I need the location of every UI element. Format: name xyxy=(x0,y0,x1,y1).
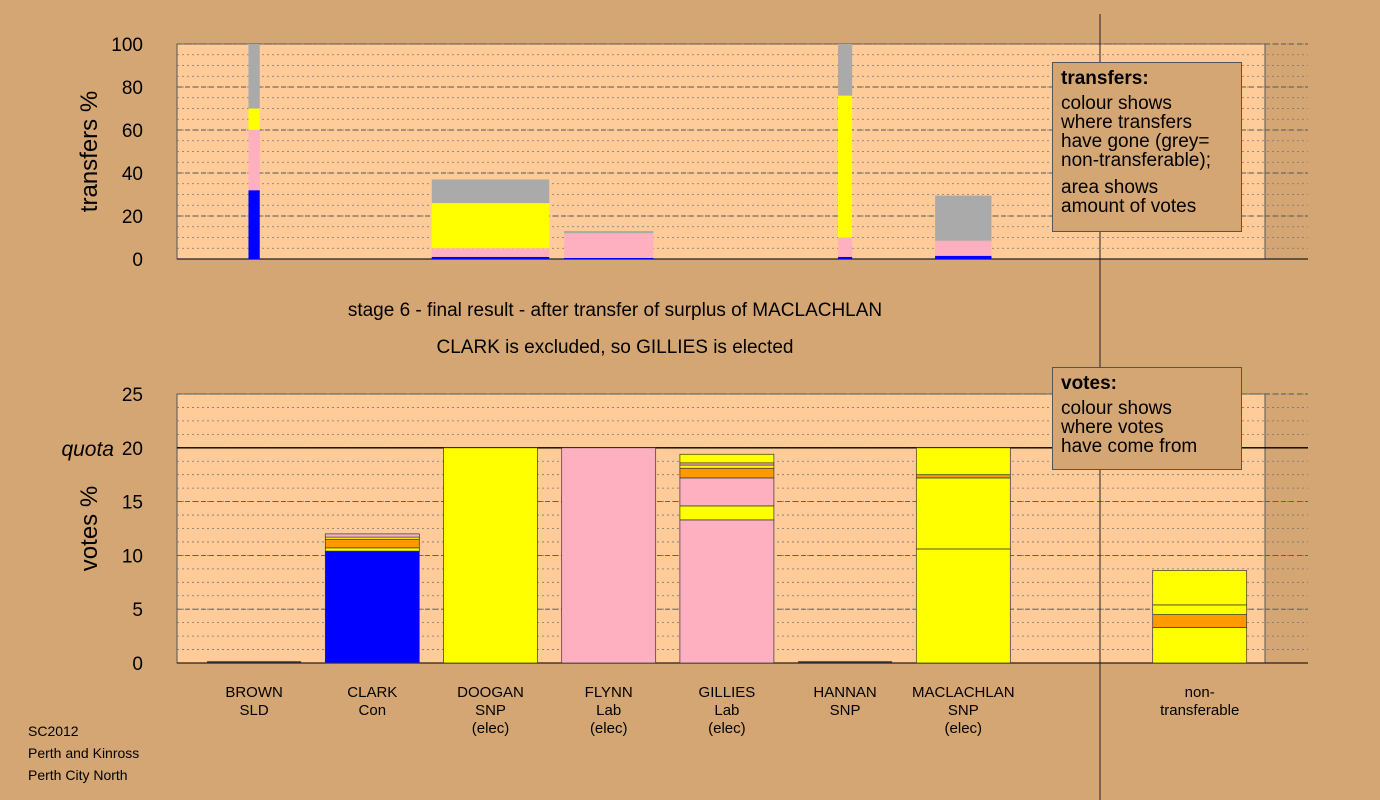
candidate-label: SNP xyxy=(948,702,979,719)
candidate-label: non- xyxy=(1185,684,1215,701)
votes-legend-title: votes: xyxy=(1061,373,1117,394)
candidate-label: HANNAN xyxy=(813,684,876,701)
votes-tick-label: 10 xyxy=(122,546,143,567)
vote-segment xyxy=(1152,627,1248,664)
footer-line: Perth and Kinross xyxy=(28,745,140,761)
votes-legend-line: colour shows xyxy=(1061,398,1172,419)
transfers-legend-line: non-transferable); xyxy=(1061,150,1211,171)
candidate-label: SNP xyxy=(475,702,506,719)
transfer-segment xyxy=(431,203,550,249)
transfers-tick-label: 100 xyxy=(111,35,143,56)
vote-segment xyxy=(1152,570,1248,606)
transfer-segment xyxy=(935,255,992,259)
candidate-label: CLARK xyxy=(347,684,397,701)
votes-tick-label: 0 xyxy=(132,654,143,675)
transfer-segment xyxy=(935,195,992,241)
candidate-label: (elec) xyxy=(945,720,983,737)
vote-segment xyxy=(679,467,775,479)
vote-segment xyxy=(324,550,420,664)
transfer-segment xyxy=(248,44,260,109)
candidate-label: Lab xyxy=(596,702,621,719)
transfer-segment xyxy=(431,179,550,204)
votes-tick-label: 5 xyxy=(132,600,143,621)
stage-caption: stage 6 - final result - after transfer … xyxy=(347,300,883,321)
transfer-segment xyxy=(838,256,853,259)
footer-line: SC2012 xyxy=(28,723,79,739)
stage-result: CLARK is excluded, so GILLIES is elected xyxy=(436,337,794,358)
candidate-label: Lab xyxy=(714,702,739,719)
candidate-label: SLD xyxy=(240,702,269,719)
candidate-label: BROWN xyxy=(225,684,283,701)
candidate-label: GILLIES xyxy=(699,684,756,701)
transfers-tick-label: 60 xyxy=(122,121,143,142)
transfers-axis-label: transfers % xyxy=(76,91,103,212)
transfer-segment xyxy=(248,108,260,130)
candidate-label: (elec) xyxy=(590,720,628,737)
candidate-label: FLYNN xyxy=(585,684,633,701)
transfers-legend-title: transfers: xyxy=(1061,68,1149,89)
vote-segment xyxy=(1152,604,1248,615)
transfer-segment xyxy=(935,240,992,256)
votes-tick-label: 15 xyxy=(122,493,143,514)
vote-segment xyxy=(679,519,775,664)
footer-line: Perth City North xyxy=(28,767,128,783)
vote-segment xyxy=(324,538,420,549)
vote-segment xyxy=(443,447,538,664)
candidate-label: (elec) xyxy=(472,720,510,737)
footer-info: SC2012 Perth and Kinross Perth City Nort… xyxy=(28,720,139,786)
candidate-label: transferable xyxy=(1160,702,1239,719)
votes-axis-label: votes % xyxy=(76,486,103,571)
candidate-label: Con xyxy=(359,702,387,719)
transfers-tick-label: 40 xyxy=(122,164,143,185)
votes-legend-line: have come from xyxy=(1061,436,1198,457)
candidate-label: MACLACHLAN xyxy=(912,684,1015,701)
candidate-label: SNP xyxy=(830,702,861,719)
transfer-segment xyxy=(431,248,550,257)
vote-segment xyxy=(561,447,657,664)
vote-segment xyxy=(679,453,775,464)
transfers-tick-label: 0 xyxy=(132,250,143,271)
transfers-legend-line: colour shows xyxy=(1061,93,1172,114)
vote-segment xyxy=(915,548,1011,664)
transfer-segment xyxy=(248,190,260,259)
vote-segment xyxy=(679,464,775,469)
transfer-segment xyxy=(564,231,654,234)
quota-label: quota xyxy=(61,438,114,461)
vote-segment xyxy=(1152,614,1248,628)
votes-legend-line: where votes xyxy=(1061,417,1164,438)
transfer-segment xyxy=(248,130,260,191)
candidate-label: (elec) xyxy=(708,720,746,737)
vote-segment xyxy=(324,533,420,538)
transfer-segment xyxy=(838,95,853,238)
vote-segment xyxy=(915,447,1011,476)
vote-segment xyxy=(679,505,775,521)
transfer-segment xyxy=(431,256,550,259)
vote-segment xyxy=(679,477,775,507)
transfer-segment xyxy=(838,237,853,257)
transfers-legend-line: amount of votes xyxy=(1061,196,1197,217)
transfers-tick-label: 20 xyxy=(122,207,143,228)
transfers-legend-line: where transfers xyxy=(1061,112,1192,133)
votes-tick-label: 20 xyxy=(122,439,143,460)
votes-legend: votes: colour shows where votes have com… xyxy=(1052,367,1242,470)
transfers-tick-label: 80 xyxy=(122,78,143,99)
transfers-legend: transfers: colour shows where transfers … xyxy=(1052,62,1242,232)
vote-segment xyxy=(915,474,1011,479)
transfer-segment xyxy=(564,257,654,259)
vote-segment xyxy=(915,477,1011,550)
transfer-segment xyxy=(838,44,853,96)
transfer-segment xyxy=(564,233,654,258)
candidate-label: DOOGAN xyxy=(457,684,524,701)
transfers-legend-line: have gone (grey= xyxy=(1061,131,1210,152)
transfers-legend-line: area shows xyxy=(1061,177,1159,198)
votes-tick-label: 25 xyxy=(122,385,143,406)
vote-segment xyxy=(324,547,420,552)
